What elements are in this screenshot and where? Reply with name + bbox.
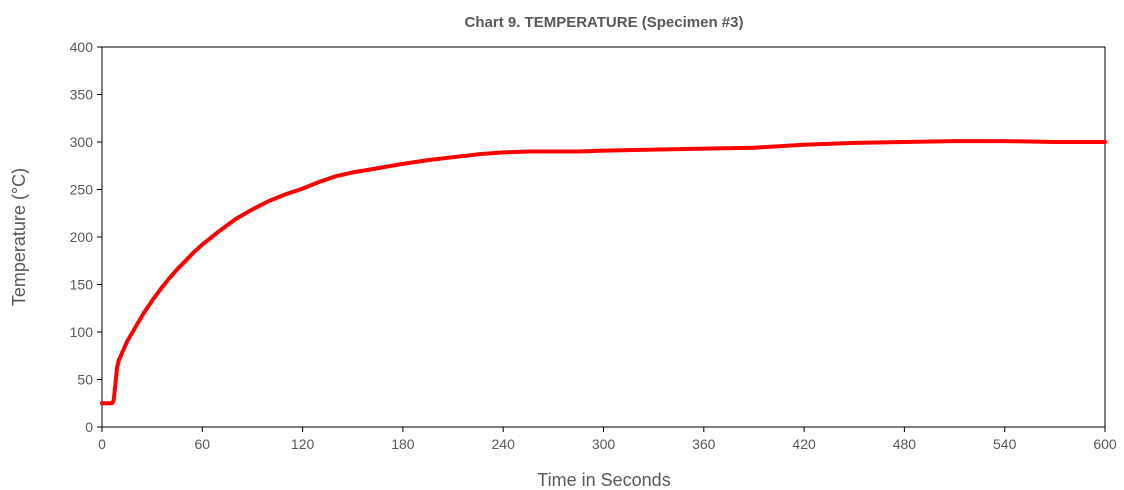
x-tick-label: 0 [98,436,106,452]
y-tick-label: 200 [70,229,94,245]
x-tick-label: 600 [1093,436,1117,452]
x-tick-label: 60 [195,436,211,452]
x-axis-label: Time in Seconds [537,470,670,490]
y-tick-label: 250 [70,182,94,198]
x-tick-label: 120 [291,436,315,452]
x-tick-label: 480 [893,436,917,452]
y-axis: 0 50 100 150 200 250 300 350 400 [70,39,102,435]
y-tick-label: 150 [70,277,94,293]
chart-title: Chart 9. TEMPERATURE (Specimen #3) [465,14,744,31]
y-tick-label: 400 [70,39,94,55]
plot-frame [101,46,1106,428]
y-tick-label: 50 [77,372,93,388]
series-line-temperature [100,139,1107,406]
y-tick-label: 0 [85,419,93,435]
y-tick-label: 100 [70,324,94,340]
x-tick-label: 300 [592,436,616,452]
x-tick-label: 360 [692,436,716,452]
series-group [100,139,1107,406]
y-tick-label: 300 [70,134,94,150]
x-tick-label: 180 [391,436,415,452]
plot-area [101,46,1106,428]
y-axis-label: Temperature (°C) [9,168,29,306]
x-tick-label: 540 [993,436,1017,452]
x-tick-label: 420 [792,436,816,452]
x-tick-label: 240 [492,436,516,452]
y-tick-label: 350 [70,87,94,103]
x-axis: 0 60 120 180 240 300 360 420 480 540 600 [98,427,1117,452]
